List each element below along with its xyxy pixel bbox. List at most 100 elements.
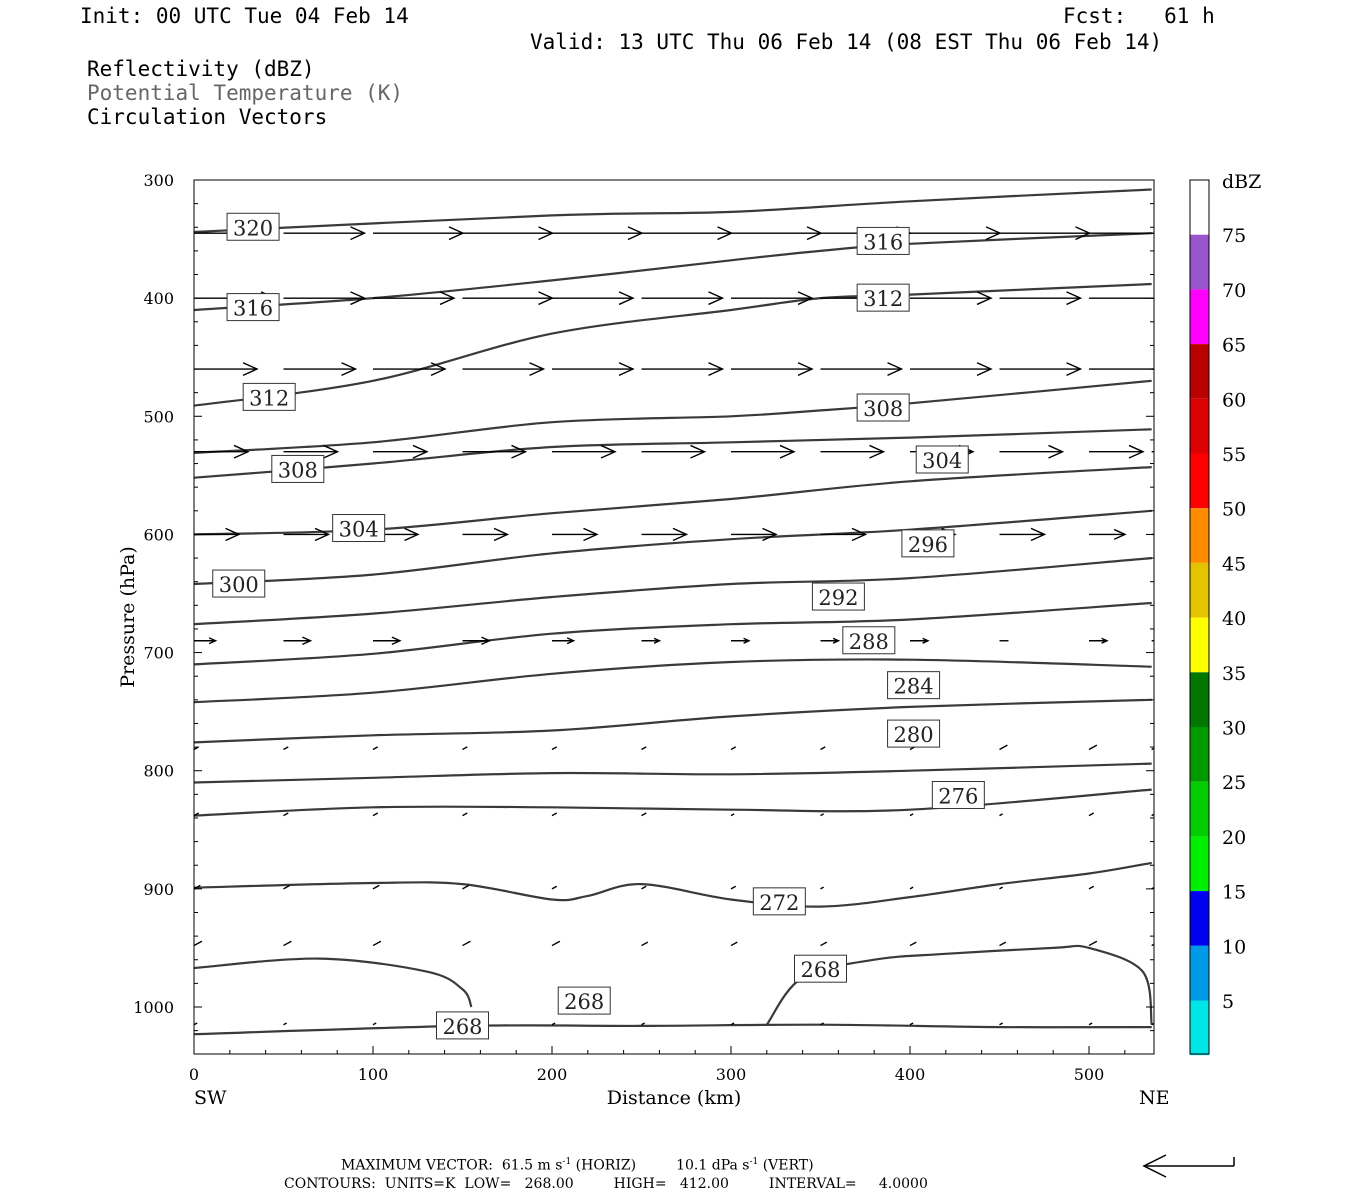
circulation-vector [910, 637, 930, 644]
circulation-vector [552, 226, 644, 241]
circulation-vector [283, 746, 289, 751]
theta-contour-280 [194, 698, 1152, 744]
circulation-vector [909, 813, 914, 817]
max-vector-tail: (VERT) [758, 1157, 814, 1174]
circulation-vector [462, 884, 470, 890]
colorbar-label-30: 30 [1222, 718, 1246, 740]
circulation-vector [372, 746, 379, 751]
contour-label-312: 312 [242, 382, 296, 411]
contour-label-320: 320 [226, 212, 280, 241]
colorbar-segment [1190, 781, 1209, 837]
circulation-vector [731, 291, 814, 306]
circulation-vector [1151, 747, 1154, 751]
circulation-vector [909, 941, 917, 947]
contour-label-text: 268 [442, 1015, 482, 1039]
colorbar-segment [1190, 891, 1209, 946]
circulation-vector [194, 444, 250, 459]
circulation-vector [462, 226, 555, 241]
circulation-vector [1089, 232, 1154, 234]
circulation-vector [462, 362, 546, 376]
circulation-vector [999, 941, 1007, 947]
colorbar-segment [1190, 344, 1209, 399]
circulation-vector [551, 812, 558, 817]
circulation-vector [820, 941, 828, 947]
y-tick-label-300: 300 [143, 171, 174, 190]
forecast-hour: Fcst: 61 h [1063, 4, 1215, 28]
max-vector-mid: (HORIZ) 10.1 dPa s [571, 1157, 750, 1174]
circulation-vector [730, 941, 738, 947]
contour-label-300: 300 [212, 569, 266, 598]
circulation-vector [551, 746, 558, 751]
colorbar-label-35: 35 [1222, 663, 1246, 685]
contour-label-308: 308 [271, 454, 325, 483]
colorbar-label-25: 25 [1222, 772, 1246, 794]
contour-label-text: 316 [863, 230, 903, 254]
circulation-vector [641, 444, 707, 459]
colorbar-segment [1190, 234, 1209, 290]
circulation-vector [730, 746, 737, 751]
circulation-vector [641, 746, 647, 751]
colorbar-segment [1190, 836, 1209, 892]
circulation-vector [999, 886, 1003, 890]
circulation-vector [910, 226, 1002, 241]
circulation-vector [372, 884, 380, 890]
circulation-vector [820, 637, 841, 644]
contour-label-box [901, 529, 955, 558]
y-tick-label-700: 700 [143, 644, 174, 663]
contour-label-280: 280 [887, 719, 941, 748]
x-end-label-left: SW [194, 1087, 227, 1109]
circulation-vector [1151, 1022, 1154, 1026]
x-tick-label-0: 0 [189, 1065, 199, 1084]
circulation-vector [730, 885, 737, 890]
circulation-vector [1151, 943, 1154, 947]
circulation-vector [373, 291, 456, 306]
contour-label-268: 268 [557, 986, 611, 1015]
circulation-vector [731, 226, 823, 241]
circulation-vector [820, 444, 886, 459]
contour-label-box [226, 212, 280, 241]
theta-contour-292 [194, 557, 1152, 626]
circulation-vector [641, 885, 647, 890]
theta-contour-268 [194, 861, 1152, 908]
contour-label-text: 292 [818, 586, 858, 610]
circulation-vector [552, 291, 635, 306]
circulation-vector [194, 940, 203, 947]
colorbar-segment [1190, 727, 1209, 782]
circulation-vector [372, 940, 382, 947]
circulation-vector [462, 636, 492, 646]
circulation-vector [373, 636, 402, 646]
circulation-vector [372, 1022, 377, 1026]
circulation-vector [283, 226, 367, 241]
circulation-vector [194, 637, 218, 645]
x-tick-label-100: 100 [358, 1065, 389, 1084]
contour-label-292: 292 [811, 582, 865, 611]
colorbar-unit: dBZ [1222, 171, 1261, 193]
circulation-vector [1088, 940, 1098, 947]
circulation-vector [820, 362, 904, 376]
circulation-vector [551, 1022, 556, 1026]
circulation-vector [731, 444, 796, 459]
circulation-vector [283, 362, 358, 376]
circulation-vector [373, 362, 447, 376]
contour-label-text: 276 [938, 785, 978, 809]
colorbar-segment [1190, 398, 1209, 454]
circulation-vector [730, 1022, 735, 1026]
colorbar-segment [1190, 289, 1209, 345]
circulation-vector [283, 1022, 287, 1026]
circulation-vector [909, 886, 914, 890]
circulation-vector [283, 940, 292, 947]
colorbar-label-50: 50 [1222, 499, 1246, 521]
colorbar-frame [1189, 179, 1210, 1055]
contour-label-text: 300 [219, 573, 259, 597]
theta-contour-308 [194, 379, 1152, 454]
contour-label-312: 312 [856, 283, 910, 312]
circulation-vector [820, 813, 824, 817]
theta-contour-288 [194, 601, 1152, 666]
circulation-vector [462, 746, 468, 751]
circulation-vector [641, 941, 649, 947]
y-tick-label-1000: 1000 [133, 998, 174, 1017]
circulation-vector [373, 226, 465, 241]
circulation-vector [1088, 1022, 1093, 1026]
circulation-vector [1089, 637, 1109, 644]
contour-label-272: 272 [752, 887, 806, 916]
